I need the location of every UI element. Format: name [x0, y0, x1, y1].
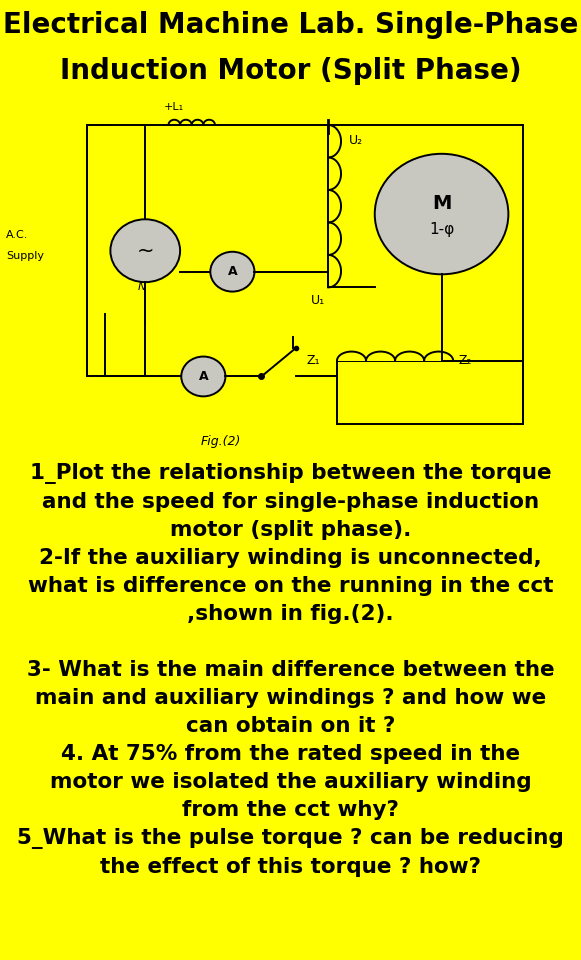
Text: A: A: [199, 370, 208, 383]
Text: Induction Motor (Split Phase): Induction Motor (Split Phase): [60, 57, 521, 84]
Text: +L₁: +L₁: [164, 102, 184, 112]
Circle shape: [210, 252, 254, 292]
Text: U₁: U₁: [311, 294, 325, 307]
Circle shape: [375, 154, 508, 275]
Text: M: M: [432, 194, 451, 213]
Text: 1-φ: 1-φ: [429, 223, 454, 237]
Text: U₂: U₂: [349, 134, 363, 147]
Text: A: A: [228, 265, 237, 278]
Text: Supply: Supply: [6, 251, 44, 261]
Circle shape: [181, 356, 225, 396]
Text: ~: ~: [137, 241, 154, 261]
Text: Electrical Machine Lab. Single-Phase: Electrical Machine Lab. Single-Phase: [3, 11, 578, 38]
Text: N: N: [138, 282, 146, 293]
Text: Z₁: Z₁: [306, 354, 320, 368]
Text: Fig.(2): Fig.(2): [200, 436, 241, 448]
Circle shape: [110, 219, 180, 282]
Text: 1_Plot the relationship between the torque
and the speed for single-phase induct: 1_Plot the relationship between the torq…: [17, 463, 564, 876]
Text: Z₂: Z₂: [459, 354, 472, 368]
Text: A.C.: A.C.: [6, 230, 28, 240]
